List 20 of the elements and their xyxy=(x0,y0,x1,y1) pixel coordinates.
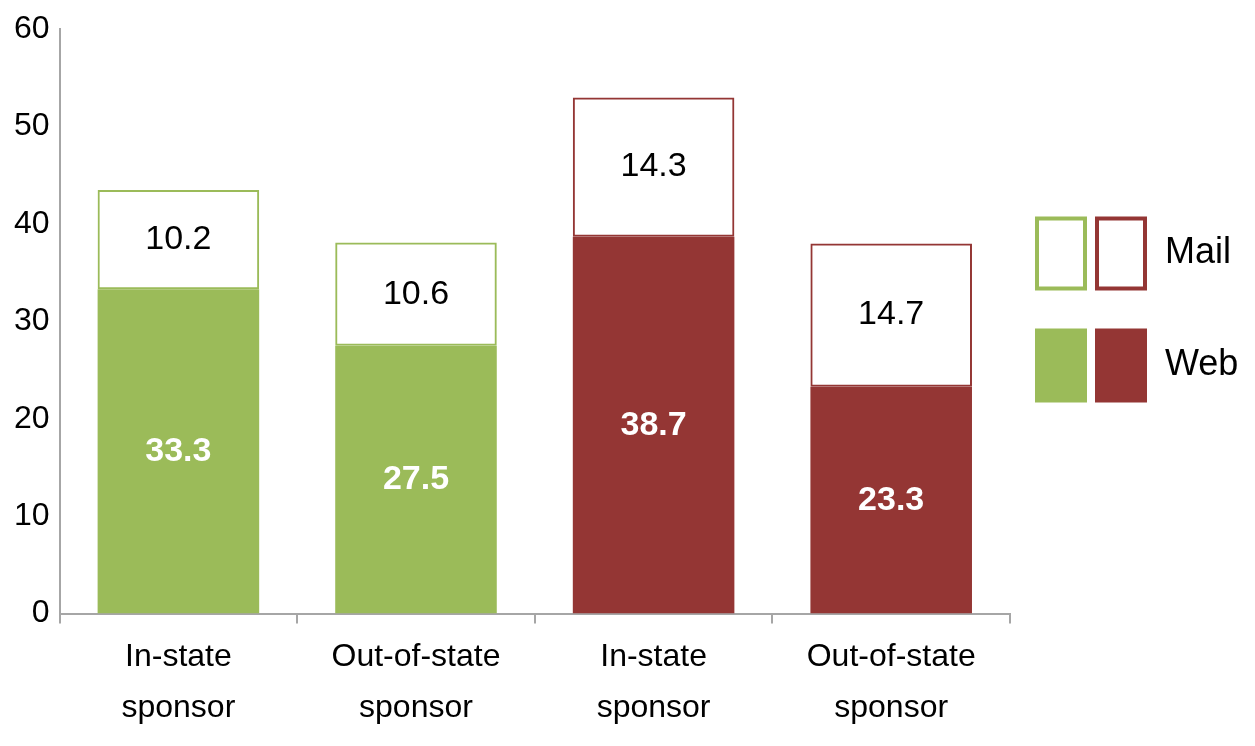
legend-label: Mail xyxy=(1165,230,1232,272)
data-label: 38.7 xyxy=(620,403,687,442)
x-tick-label: In-state sponsor xyxy=(121,637,236,725)
y-tick-label: 0 xyxy=(31,593,50,630)
data-label: 14.7 xyxy=(858,293,925,332)
x-tick-label: Out-of-state sponsor xyxy=(331,637,501,725)
x-tick-label: Out-of-state sponsor xyxy=(806,637,976,725)
legend-label: Web xyxy=(1165,342,1239,384)
data-label: 14.3 xyxy=(620,145,687,184)
y-tick-label: 60 xyxy=(14,9,50,46)
y-tick-label: 40 xyxy=(14,203,50,240)
data-label: 23.3 xyxy=(858,478,925,517)
data-label: 27.5 xyxy=(382,458,450,497)
y-tick-label: 10 xyxy=(14,496,50,533)
y-tick-label: 20 xyxy=(14,398,50,435)
data-label: 10.6 xyxy=(382,272,450,311)
y-tick-label: 30 xyxy=(14,301,50,338)
y-tick-label: 50 xyxy=(14,106,50,143)
x-tick-label: In-state sponsor xyxy=(596,637,711,725)
data-label: 33.3 xyxy=(145,429,212,468)
